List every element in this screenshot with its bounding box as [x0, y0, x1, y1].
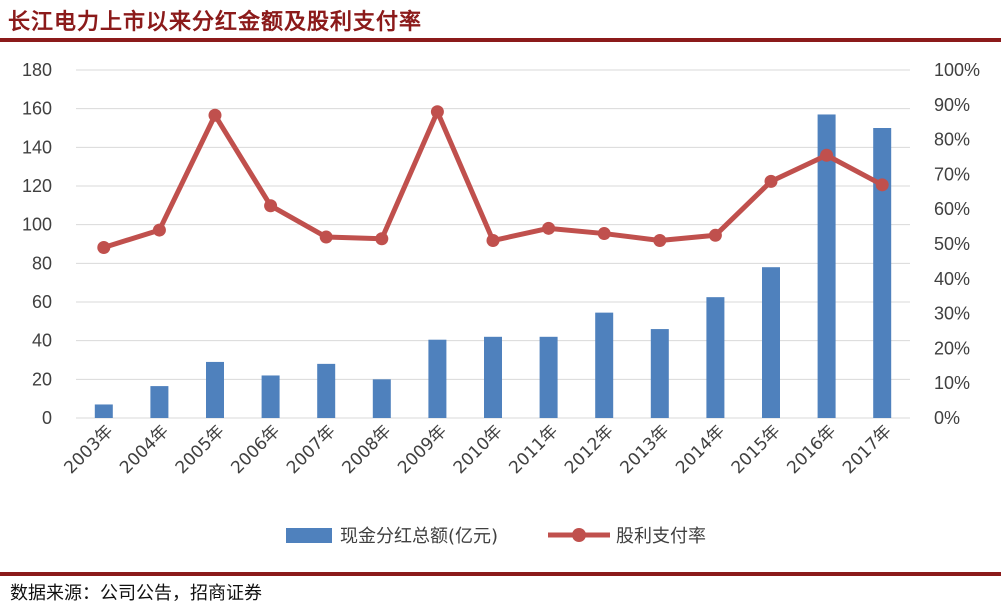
line-point — [597, 227, 611, 241]
bar-series — [94, 114, 892, 418]
x-tick-label: 2017年 — [839, 421, 896, 478]
bar — [372, 379, 391, 418]
bar — [817, 114, 836, 418]
x-tick-label: 2005年 — [172, 421, 229, 478]
left-tick-label: 40 — [32, 331, 52, 351]
x-tick-label: 2012年 — [561, 421, 618, 478]
x-tick-label: 2013年 — [617, 421, 674, 478]
left-tick-label: 180 — [22, 60, 52, 80]
bar — [206, 361, 224, 418]
line-point — [875, 178, 889, 192]
bar — [706, 297, 725, 418]
x-tick-label: 2003年 — [61, 421, 118, 478]
bar — [762, 267, 780, 418]
x-tick-label: 2008年 — [339, 421, 396, 478]
right-tick-label: 50% — [934, 234, 970, 254]
left-axis-labels: 0 20 40 60 80 100 120 140 160 180 — [22, 60, 52, 428]
line-point — [820, 148, 834, 162]
x-tick-label: 2007年 — [283, 421, 340, 478]
left-tick-label: 0 — [42, 408, 52, 428]
left-tick-label: 120 — [22, 176, 52, 196]
line-point — [152, 223, 166, 237]
legend-bar-swatch — [286, 528, 332, 543]
legend: 现金分红总额(亿元) 股利支付率 — [286, 526, 706, 547]
left-tick-label: 60 — [32, 292, 52, 312]
x-tick-label: 2011年 — [505, 421, 562, 478]
legend-line-label: 股利支付率 — [616, 526, 706, 547]
left-tick-label: 20 — [32, 369, 52, 389]
chart-title: 长江电力上市以来分红金额及股利支付率 — [8, 9, 423, 35]
left-tick-label: 160 — [22, 99, 52, 119]
x-tick-label: 2014年 — [672, 421, 729, 478]
right-tick-label: 70% — [934, 164, 970, 184]
bar — [595, 312, 614, 418]
right-tick-label: 90% — [934, 95, 970, 115]
bottom-rule — [0, 572, 1001, 576]
legend-line-marker — [572, 528, 586, 542]
bar — [94, 404, 113, 418]
bar — [539, 336, 558, 418]
right-tick-label: 80% — [934, 130, 970, 150]
bar — [484, 336, 502, 418]
right-tick-label: 100% — [934, 60, 980, 80]
right-tick-label: 60% — [934, 199, 970, 219]
bar — [428, 339, 447, 418]
line-point — [319, 230, 333, 244]
source-note: 数据来源：公司公告，招商证券 — [10, 583, 262, 604]
right-tick-label: 20% — [934, 338, 970, 358]
x-tick-label: 2016年 — [783, 421, 840, 478]
line-point — [653, 234, 667, 248]
right-tick-label: 0% — [934, 408, 960, 428]
line-point — [375, 232, 389, 246]
x-tick-label: 2006年 — [227, 421, 284, 478]
right-tick-label: 10% — [934, 373, 970, 393]
line-series — [97, 105, 889, 254]
x-axis-labels: 2003年2004年2005年2006年2007年2008年2009年2010年… — [61, 421, 896, 478]
line-point — [97, 240, 111, 254]
x-tick-label: 2004年 — [116, 421, 173, 478]
right-tick-label: 40% — [934, 269, 970, 289]
line-point — [208, 108, 222, 122]
bar — [261, 375, 280, 418]
right-axis-labels: 0% 10% 20% 30% 40% 50% 60% 70% 80% 90% 100% — [934, 60, 980, 428]
x-tick-label: 2010年 — [450, 421, 507, 478]
bar — [873, 128, 892, 418]
x-tick-label: 2009年 — [394, 421, 451, 478]
left-tick-label: 140 — [22, 137, 52, 157]
bar — [150, 386, 169, 418]
line-point — [486, 234, 500, 248]
line-point — [264, 199, 278, 213]
line-point — [430, 105, 444, 119]
line-point — [542, 221, 556, 235]
top-rule — [0, 38, 1001, 42]
right-tick-label: 30% — [934, 304, 970, 324]
bar — [650, 329, 669, 418]
line-point — [764, 174, 778, 188]
legend-bar-label: 现金分红总额(亿元) — [340, 526, 498, 547]
left-tick-label: 80 — [32, 253, 52, 273]
x-tick-label: 2015年 — [728, 421, 785, 478]
line-point — [708, 228, 722, 242]
left-tick-label: 100 — [22, 215, 52, 235]
bar — [317, 363, 336, 418]
chart: 0 20 40 60 80 100 120 140 160 180 0% 10% 20% 30% 40% 5… — [22, 60, 980, 547]
